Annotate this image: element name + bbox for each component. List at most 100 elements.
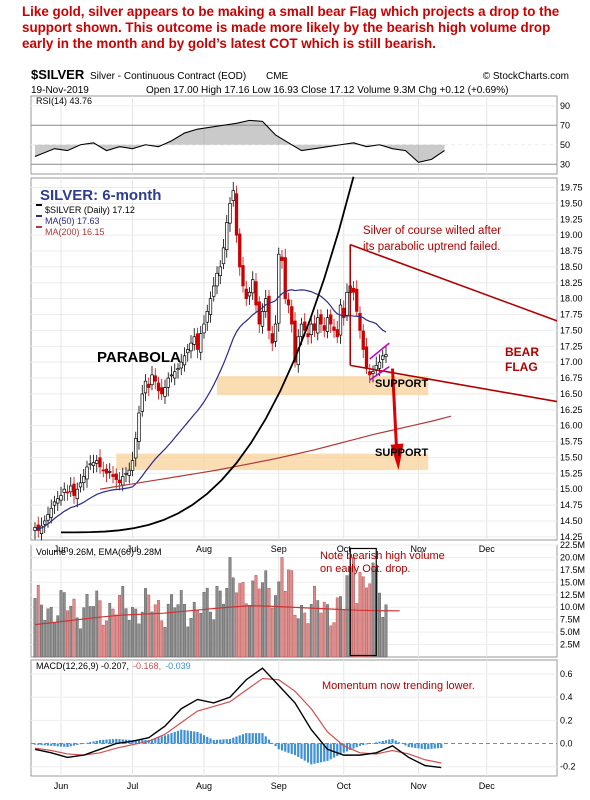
- price-candle: [39, 525, 44, 534]
- volume-bar: [332, 622, 336, 658]
- macd-histogram-bar: [326, 743, 329, 761]
- price-candle: [46, 514, 50, 521]
- volume-bar: [114, 614, 118, 658]
- price-candle: [156, 382, 161, 392]
- price-candle: [244, 288, 248, 300]
- volume-bar: [62, 592, 66, 658]
- price-candle: [371, 371, 375, 374]
- volume-bar: [316, 600, 320, 658]
- macd-histogram-bar: [414, 743, 417, 748]
- volume-bar: [339, 596, 342, 658]
- price-candle: [254, 281, 258, 306]
- volume-bar: [300, 605, 303, 658]
- bear-flag-upper: [369, 342, 390, 360]
- price-candle: [338, 304, 343, 336]
- price-candle: [36, 524, 40, 531]
- stockcharts-copyright: © StockCharts.com: [483, 71, 569, 82]
- price-candle: [127, 469, 131, 476]
- volume-bar: [277, 581, 281, 658]
- volume-bar: [166, 603, 170, 658]
- volume-bar: [358, 572, 362, 658]
- chart-title: SILVER: 6-month: [40, 187, 161, 204]
- price-candle: [98, 457, 102, 468]
- macd-histogram-bar: [186, 730, 189, 744]
- macd-annotation: Momentum now trending lower.: [322, 680, 475, 692]
- price-candle: [342, 307, 346, 319]
- price-candle: [143, 380, 148, 394]
- volume-bar: [137, 623, 141, 658]
- price-candle: [147, 383, 151, 388]
- ma50-line: [34, 289, 387, 530]
- price-tick-label: 18.00: [560, 294, 583, 304]
- price-candle: [309, 323, 313, 336]
- volume-bar: [134, 608, 138, 658]
- volume-bar: [371, 562, 375, 658]
- price-candle: [69, 485, 73, 493]
- volume-bar: [36, 585, 40, 658]
- price-candle: [329, 314, 333, 325]
- month-tick-label: Sep: [271, 544, 287, 554]
- rsi-plot: [34, 119, 445, 163]
- volume-bar: [56, 615, 60, 658]
- price-candle: [273, 323, 278, 342]
- volume-bar: [179, 590, 183, 658]
- volume-bar: [205, 587, 209, 658]
- price-candle: [82, 476, 86, 484]
- price-candle: [325, 317, 330, 332]
- price-candle: [345, 291, 349, 316]
- volume-bar: [222, 603, 225, 658]
- macd-histogram-bar: [76, 743, 79, 745]
- macd-histogram-bar: [349, 743, 352, 751]
- volume-bar: [66, 610, 69, 658]
- volume-bar: [342, 609, 346, 658]
- price-candle: [377, 361, 382, 369]
- macd-histogram-bar: [222, 739, 225, 744]
- chart-exchange: CME: [266, 71, 289, 82]
- volume-bar: [218, 590, 222, 658]
- macd-histogram-bar: [267, 739, 271, 744]
- price-candle: [299, 323, 304, 337]
- macd-histogram-bar: [108, 739, 111, 744]
- price-candle: [160, 387, 164, 395]
- price-candle: [303, 321, 307, 331]
- legend-swatch: [36, 204, 42, 206]
- price-candle: [335, 329, 339, 338]
- macd-tick-label: -0.2: [560, 762, 576, 772]
- volume-bar: [176, 604, 180, 658]
- macd-histogram-bar: [79, 743, 82, 745]
- price-tick-label: 15.00: [560, 484, 583, 494]
- rsi-tick-label: 70: [560, 120, 570, 130]
- price-candle: [43, 520, 47, 525]
- volume-legend: Volume 9.26M, EMA(60) 9.28M: [36, 547, 162, 557]
- price-candle: [358, 312, 362, 331]
- macd-histogram-bar: [212, 740, 215, 744]
- parabola-label: PARABOLA: [97, 349, 181, 366]
- price-candle: [290, 306, 294, 325]
- price-candle: [78, 482, 83, 488]
- volume-bar: [283, 591, 287, 658]
- volume-bar: [215, 586, 219, 658]
- price-tick-label: 14.75: [560, 500, 583, 510]
- price-tick-label: 16.25: [560, 405, 583, 415]
- price-candle: [49, 507, 53, 518]
- macd-histogram-bar: [248, 733, 251, 744]
- volume-bar: [75, 617, 79, 658]
- macd-histogram-bar: [352, 743, 355, 749]
- price-candle: [316, 317, 320, 334]
- macd-legend-part: MACD(12,26,9) -0.207,: [36, 661, 129, 671]
- macd-histogram-bar: [397, 742, 401, 744]
- price-legend-entry: $SILVER (Daily) 17.12: [45, 205, 135, 215]
- macd-histogram-bar: [43, 743, 46, 746]
- macd-histogram-bar: [384, 740, 388, 744]
- volume-bar: [163, 627, 167, 658]
- support-label-upper: SUPPORT: [375, 378, 428, 390]
- volume-bar: [59, 590, 63, 658]
- volume-bar: [157, 600, 160, 658]
- macd-histogram-bar: [69, 743, 72, 747]
- price-candle: [355, 288, 359, 312]
- volume-bar: [274, 595, 277, 658]
- volume-bar: [199, 613, 203, 658]
- volume-bar: [225, 588, 229, 658]
- price-candle: [212, 285, 216, 297]
